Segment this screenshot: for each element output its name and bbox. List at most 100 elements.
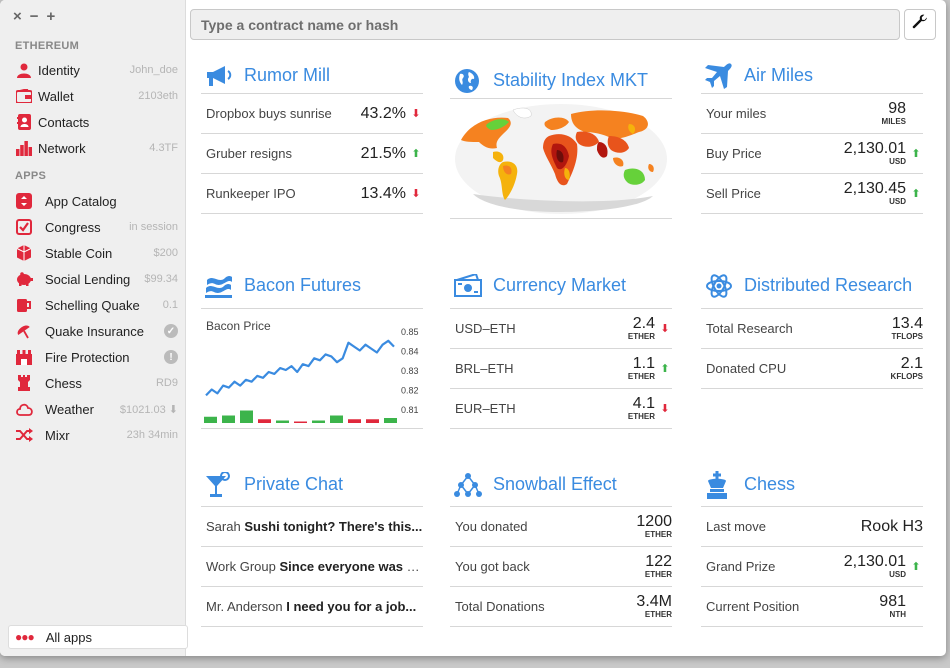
cocktail-icon xyxy=(205,471,235,499)
down-arrow-icon: ⬇ xyxy=(660,403,670,415)
row-value: 1200 ETHER xyxy=(636,514,672,539)
air-miles-title[interactable]: Air Miles xyxy=(701,58,923,94)
chess-title[interactable]: Chess xyxy=(701,463,923,507)
row-value-number: 4.1 xyxy=(632,395,655,412)
currency-row[interactable]: USD–ETH 2.4 ETHER ⬇ xyxy=(450,309,672,349)
rumor-mill-title[interactable]: Rumor Mill xyxy=(201,58,423,94)
currency-row[interactable]: EUR–ETH 4.1 ETHER ⬇ xyxy=(450,389,672,429)
snowball-row[interactable]: You donated 1200 ETHER xyxy=(450,507,672,547)
stability-index-title[interactable]: Stability Index MKT xyxy=(450,63,672,99)
air-miles-row[interactable]: Sell Price 2,130.45 USD ⬆ xyxy=(701,174,923,214)
chat-row[interactable]: Work Group Since everyone was so... xyxy=(201,547,423,587)
sidebar-item-quake-insurance[interactable]: Quake Insurance ✓ xyxy=(0,318,186,344)
settings-button[interactable] xyxy=(904,9,936,40)
sidebar-item-wallet[interactable]: Wallet 2103eth xyxy=(0,83,186,109)
chat-sender: Sarah xyxy=(206,519,241,534)
sidebar-item-contacts[interactable]: Contacts xyxy=(0,109,186,135)
row-value: 2,130.01 USD xyxy=(844,141,906,166)
snowball-effect-title[interactable]: Snowball Effect xyxy=(450,463,672,507)
bacon-price-chart[interactable]: Bacon Price 0.85 0.84 0.83 0.82 0.81 xyxy=(201,309,423,429)
sidebar-item-mixr[interactable]: Mixr 23h 34min xyxy=(0,422,186,448)
row-value-unit: ETHER xyxy=(644,610,672,619)
close-window-button[interactable]: × xyxy=(13,8,22,25)
row-label: Sell Price xyxy=(706,186,761,201)
shuffle-icon xyxy=(15,426,33,444)
research-row[interactable]: Total Research 13.4 TFLOPS xyxy=(701,309,923,349)
snowball-row[interactable]: You got back 122 ETHER xyxy=(450,547,672,587)
air-miles-row[interactable]: Your miles 98 MILES xyxy=(701,94,923,134)
chess-row[interactable]: Last move Rook H3 xyxy=(701,507,923,547)
bacon-volume-bar xyxy=(348,419,361,423)
search-input[interactable] xyxy=(190,9,900,40)
row-value-unit: KFLOPS xyxy=(890,372,923,381)
megaphone-icon xyxy=(205,62,235,90)
chess-row[interactable]: Current Position 981 NTH xyxy=(701,587,923,627)
panel-title-label: Bacon Futures xyxy=(244,275,362,295)
maximize-window-button[interactable]: + xyxy=(46,8,56,25)
sidebar-item-chess[interactable]: Chess RD9 xyxy=(0,370,186,396)
row-value: 1.1 ETHER xyxy=(628,356,655,381)
dots-icon: ●●● xyxy=(15,630,35,644)
row-value: 2,130.01 USD xyxy=(844,554,906,579)
bacon-icon xyxy=(205,272,235,300)
row-label: Current Position xyxy=(706,599,800,614)
sidebar-item-identity[interactable]: Identity John_doe xyxy=(0,57,186,83)
sidebar-item-stable-coin[interactable]: Stable Coin $200 xyxy=(0,240,186,266)
sidebar-item-value: 0.1 xyxy=(162,299,178,311)
row-label: Runkeeper IPO xyxy=(206,186,296,201)
sidebar-item-label: Wallet xyxy=(38,88,74,104)
bacon-futures-title[interactable]: Bacon Futures xyxy=(201,263,423,309)
sidebar-item-network[interactable]: Network 4.3TF xyxy=(0,135,186,161)
sidebar-item-label: Fire Protection xyxy=(45,349,130,365)
bacon-tick-label: 0.81 xyxy=(401,405,419,415)
chat-sender: Mr. Anderson xyxy=(206,599,283,614)
row-label: Gruber resigns xyxy=(206,146,292,161)
chat-row[interactable]: Sarah Sushi tonight? There's this... xyxy=(201,507,423,547)
chat-message: Sushi tonight? There's this... xyxy=(244,519,423,534)
person-icon xyxy=(15,61,33,79)
row-value-number: 122 xyxy=(645,553,672,570)
research-row[interactable]: Donated CPU 2.1 KFLOPS xyxy=(701,349,923,389)
sidebar-item-label: Weather xyxy=(45,401,94,417)
stability-index-panel: Stability Index MKT xyxy=(450,63,672,219)
row-value-number: 98 xyxy=(888,100,906,117)
bacon-volume-bar xyxy=(258,419,271,423)
umbrella-icon xyxy=(15,322,33,340)
bacon-volume-bar xyxy=(384,418,397,423)
row-value: 3.4M ETHER xyxy=(636,594,672,619)
snowball-row[interactable]: Total Donations 3.4M ETHER xyxy=(450,587,672,627)
bacon-volume-bar xyxy=(240,410,253,423)
row-value: 2,130.45 USD xyxy=(844,181,906,206)
chat-row[interactable]: Mr. Anderson I need you for a job... xyxy=(201,587,423,627)
private-chat-title[interactable]: Private Chat xyxy=(201,463,423,507)
row-value-unit: ETHER xyxy=(627,332,655,341)
row-value: Rook H3 xyxy=(860,517,923,535)
sidebar-item-app-catalog[interactable]: App Catalog xyxy=(0,188,186,214)
currency-market-title[interactable]: Currency Market xyxy=(450,263,672,309)
rumor-row[interactable]: Gruber resigns 21.5% ⬆ xyxy=(201,134,423,174)
sidebar-item-weather[interactable]: Weather $1021.03 ⬇ xyxy=(0,396,186,422)
rook-icon xyxy=(15,374,33,392)
sidebar-item-social-lending[interactable]: Social Lending $99.34 xyxy=(0,266,186,292)
status-badge-check: ✓ xyxy=(164,324,178,338)
sidebar-item-schelling-quake[interactable]: Schelling Quake 0.1 xyxy=(0,292,186,318)
air-miles-row[interactable]: Buy Price 2,130.01 USD ⬆ xyxy=(701,134,923,174)
all-apps-button[interactable]: ●●● All apps xyxy=(8,625,188,649)
rumor-row[interactable]: Dropbox buys sunrise 43.2% ⬇ xyxy=(201,94,423,134)
sidebar-item-fire-protection[interactable]: Fire Protection ! xyxy=(0,344,186,370)
sidebar-item-congress[interactable]: Congress in session xyxy=(0,214,186,240)
distributed-research-title[interactable]: Distributed Research xyxy=(701,263,923,309)
rumor-row[interactable]: Runkeeper IPO 13.4% ⬇ xyxy=(201,174,423,214)
minimize-window-button[interactable]: − xyxy=(29,8,39,25)
up-arrow-icon: ⬆ xyxy=(911,148,921,160)
world-map[interactable] xyxy=(450,99,672,219)
down-arrow-icon: ⬇ xyxy=(411,188,421,200)
private-chat-panel: Private Chat Sarah Sushi tonight? There'… xyxy=(201,463,423,627)
row-value-unit: ETHER xyxy=(627,412,655,421)
bacon-tick-label: 0.84 xyxy=(401,347,419,357)
currency-row[interactable]: BRL–ETH 1.1 ETHER ⬆ xyxy=(450,349,672,389)
panel-title-label: Air Miles xyxy=(744,65,814,85)
ethereum-section-title: ETHEREUM xyxy=(15,40,80,52)
sidebar-item-label: Stable Coin xyxy=(45,245,113,261)
chess-row[interactable]: Grand Prize 2,130.01 USD ⬆ xyxy=(701,547,923,587)
